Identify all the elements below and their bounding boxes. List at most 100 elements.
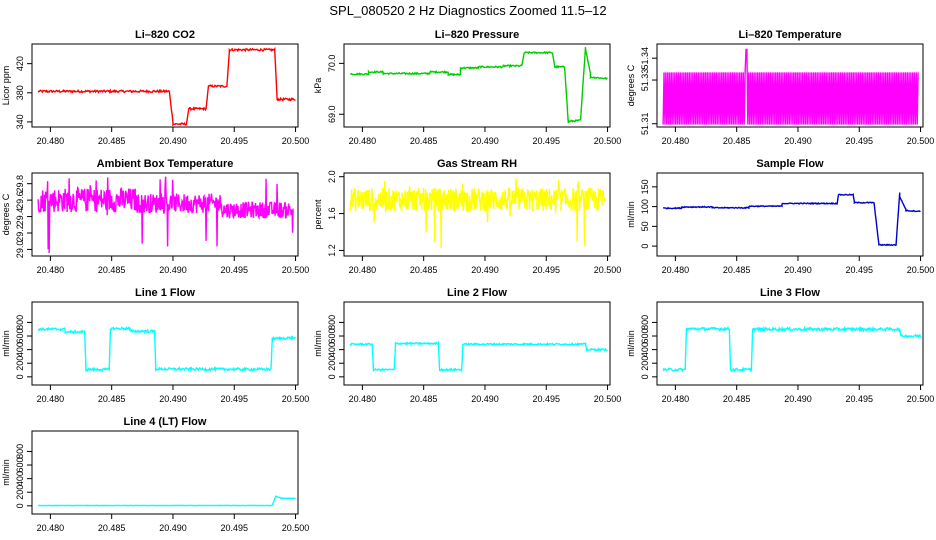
y-tick-label: 200 — [640, 356, 650, 371]
x-tick-label: 20.485 — [410, 394, 438, 404]
x-tick-label: 20.500 — [282, 136, 310, 146]
chart-panel-5: Gas Stream RH percent 20.480 20.485 20.490 20… — [313, 158, 621, 275]
plot-frame — [656, 43, 924, 128]
y-tick-label: 51.34 — [640, 47, 650, 70]
y-tick-label: 70.0 — [327, 55, 337, 73]
plot-frame — [343, 43, 611, 128]
chart-title: Line 2 Flow — [447, 287, 507, 299]
figure-title: SPL_080520 2 Hz Diagnostics Zoomed 11.5–… — [329, 3, 606, 18]
x-tick-label: 20.490 — [159, 523, 187, 533]
x-tick-label: 20.495 — [220, 265, 248, 275]
x-tick-label: 20.495 — [532, 265, 560, 275]
x-tick-label: 20.485 — [98, 394, 126, 404]
x-tick-label: 20.480 — [662, 394, 690, 404]
y-tick-label: 800 — [15, 444, 25, 459]
chart-panel-2: Li–820 Pressure kPa 20.480 20.485 20.490 20.4… — [313, 29, 621, 146]
y-tick-label: 800 — [15, 315, 25, 330]
x-tick-label: 20.490 — [471, 265, 499, 275]
x-tick-label: 20.490 — [159, 394, 187, 404]
y-tick-label: 29.0 — [15, 241, 25, 259]
chart-panel-9: Line 3 Flow ml/min 20.480 20.485 20.490 20.49… — [626, 287, 934, 404]
y-tick-label: 29.2 — [15, 224, 25, 242]
y-tick-label: 600 — [15, 458, 25, 473]
y-tick-label: 51.31 — [640, 112, 650, 135]
x-tick-label: 20.480 — [349, 265, 377, 275]
y-axis-label: ml/min — [1, 330, 11, 357]
chart-panel-10: Line 4 (LT) Flow ml/min 20.480 20.485 20.490… — [1, 416, 309, 533]
y-tick-label: 51.33 — [640, 69, 650, 92]
x-tick-label: 20.480 — [662, 265, 690, 275]
x-tick-label: 20.500 — [907, 394, 935, 404]
y-tick-label: 420 — [15, 56, 25, 71]
series-line — [38, 495, 296, 507]
y-tick-label: 1.6 — [327, 207, 337, 220]
series-line — [349, 340, 608, 373]
x-tick-label: 20.485 — [723, 136, 751, 146]
y-tick-label: 200 — [15, 485, 25, 500]
chart-title: Line 1 Flow — [135, 287, 195, 299]
x-tick-label: 20.485 — [98, 136, 126, 146]
x-tick-label: 20.495 — [845, 394, 873, 404]
x-tick-label: 20.500 — [282, 265, 310, 275]
y-tick-label: 600 — [15, 329, 25, 344]
x-tick-label: 20.485 — [723, 265, 751, 275]
x-tick-label: 20.485 — [98, 523, 126, 533]
x-tick-label: 20.500 — [594, 136, 622, 146]
y-tick-label: 600 — [640, 329, 650, 344]
chart-title: Li–820 Pressure — [435, 29, 519, 41]
x-tick-label: 20.500 — [594, 265, 622, 275]
y-tick-label: 400 — [15, 471, 25, 486]
y-axis-label: ml/min — [626, 201, 636, 228]
y-tick-label: 0 — [640, 244, 650, 249]
x-tick-label: 20.495 — [845, 136, 873, 146]
y-tick-label: 0 — [327, 374, 337, 379]
y-axis-label: kPa — [313, 78, 323, 94]
chart-title: Li–820 Temperature — [738, 29, 841, 41]
y-tick-label: 1.2 — [327, 244, 337, 257]
y-tick-label: 29.8 — [15, 175, 25, 193]
x-tick-label: 20.495 — [532, 136, 560, 146]
y-axis-label: degrees C — [626, 64, 636, 106]
chart-title: Gas Stream RH — [437, 158, 517, 170]
plot-frame — [31, 301, 299, 386]
x-tick-label: 20.480 — [37, 394, 65, 404]
series-line — [37, 46, 296, 126]
y-tick-label: 400 — [640, 342, 650, 357]
x-tick-label: 20.485 — [410, 136, 438, 146]
chart-panel-8: Line 2 Flow ml/min 20.480 20.485 20.490 20.49… — [313, 287, 621, 404]
y-tick-label: 400 — [15, 342, 25, 357]
series-line — [662, 48, 919, 125]
x-tick-label: 20.495 — [532, 394, 560, 404]
y-tick-label: 29.6 — [15, 191, 25, 209]
plot-frame — [31, 172, 299, 257]
x-tick-label: 20.500 — [282, 523, 310, 533]
y-tick-label: 69.0 — [327, 106, 337, 124]
x-tick-label: 20.490 — [159, 265, 187, 275]
chart-title: Line 3 Flow — [760, 287, 820, 299]
x-tick-label: 20.490 — [784, 394, 812, 404]
y-tick-label: 800 — [327, 315, 337, 330]
chart-title: Line 4 (LT) Flow — [124, 416, 207, 428]
y-tick-label: 0 — [15, 374, 25, 379]
x-tick-label: 20.485 — [723, 394, 751, 404]
chart-panel-4: Ambient Box Temperature degrees C 20.480 20… — [1, 158, 309, 275]
y-tick-label: 150 — [640, 179, 650, 194]
plot-frame — [343, 301, 611, 386]
plot-frame — [656, 301, 924, 386]
series-line — [37, 326, 297, 373]
x-tick-label: 20.495 — [845, 265, 873, 275]
x-tick-label: 20.485 — [410, 265, 438, 275]
x-tick-label: 20.480 — [349, 394, 377, 404]
y-tick-label: 0 — [15, 503, 25, 508]
x-tick-label: 20.490 — [471, 394, 499, 404]
y-tick-label: 0 — [640, 374, 650, 379]
y-axis-label: ml/min — [626, 330, 636, 357]
x-tick-label: 20.495 — [220, 523, 248, 533]
y-tick-label: 50 — [640, 221, 650, 231]
x-tick-label: 20.485 — [98, 265, 126, 275]
x-tick-label: 20.480 — [349, 136, 377, 146]
x-tick-label: 20.480 — [37, 136, 65, 146]
chart-title: Ambient Box Temperature — [97, 158, 234, 170]
y-tick-label: 400 — [327, 342, 337, 357]
